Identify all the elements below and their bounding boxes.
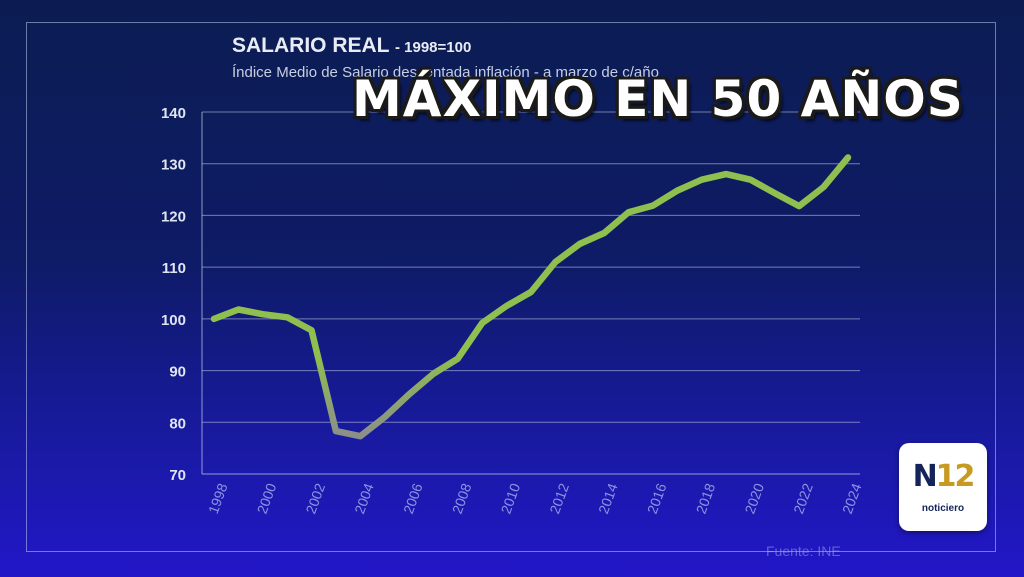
- chart-title-main: SALARIO REAL: [232, 34, 390, 57]
- y-tick-label: 110: [162, 260, 186, 277]
- y-axis-ticks: 70 80 90 100 110 120 130 140: [161, 105, 186, 484]
- x-tick-label: 2016: [644, 481, 670, 516]
- x-tick-label: 2010: [498, 481, 524, 516]
- x-tick-label: 2018: [693, 481, 719, 516]
- noticiero-logo: N12 noticiero: [899, 443, 987, 531]
- x-tick-label: 2020: [741, 481, 767, 516]
- y-tick-label: 70: [169, 467, 186, 484]
- series-line-salario-real: [210, 154, 852, 440]
- logo-number: 12: [935, 459, 976, 494]
- logo-mark: N12: [899, 461, 987, 493]
- y-tick-label: 80: [169, 415, 186, 432]
- x-tick-label: 1998: [205, 481, 231, 516]
- x-tick-label: 2008: [449, 481, 475, 516]
- x-tick-label: 2002: [302, 481, 328, 516]
- headline-overlay: MÁXIMO EN 50 AÑOS: [352, 70, 964, 128]
- chart-title-suffix: - 1998=100: [394, 39, 472, 56]
- series: [210, 154, 852, 440]
- logo-caption: noticiero: [921, 503, 965, 514]
- y-tick-label: 140: [161, 105, 186, 122]
- x-tick-label: 2000: [254, 481, 280, 516]
- y-tick-label: 100: [161, 312, 186, 329]
- chart-title: SALARIO REAL - 1998=100: [232, 34, 471, 58]
- y-tick-label: 120: [161, 208, 186, 225]
- x-tick-label: 2014: [595, 481, 621, 516]
- x-axis-ticks: 1998 2000 2002 2004 2006 2008 2010 2012 2014 2016…: [205, 481, 865, 516]
- grid-lines: [202, 111, 860, 423]
- chart-frame: [26, 22, 996, 552]
- y-tick-label: 90: [169, 364, 186, 381]
- x-tick-label: 2022: [790, 481, 816, 516]
- chart-subtitle: Índice Medio de Salario descontada infla…: [232, 64, 659, 81]
- x-tick-label: 2024: [839, 481, 865, 516]
- axes: [201, 112, 860, 475]
- source-note: Fuente: INE: [766, 543, 841, 559]
- x-tick-label: 2006: [400, 481, 426, 516]
- x-tick-label: 2012: [546, 481, 572, 516]
- logo-letter: N: [912, 459, 938, 494]
- y-tick-label: 130: [161, 157, 186, 174]
- x-tick-label: 2004: [351, 481, 377, 516]
